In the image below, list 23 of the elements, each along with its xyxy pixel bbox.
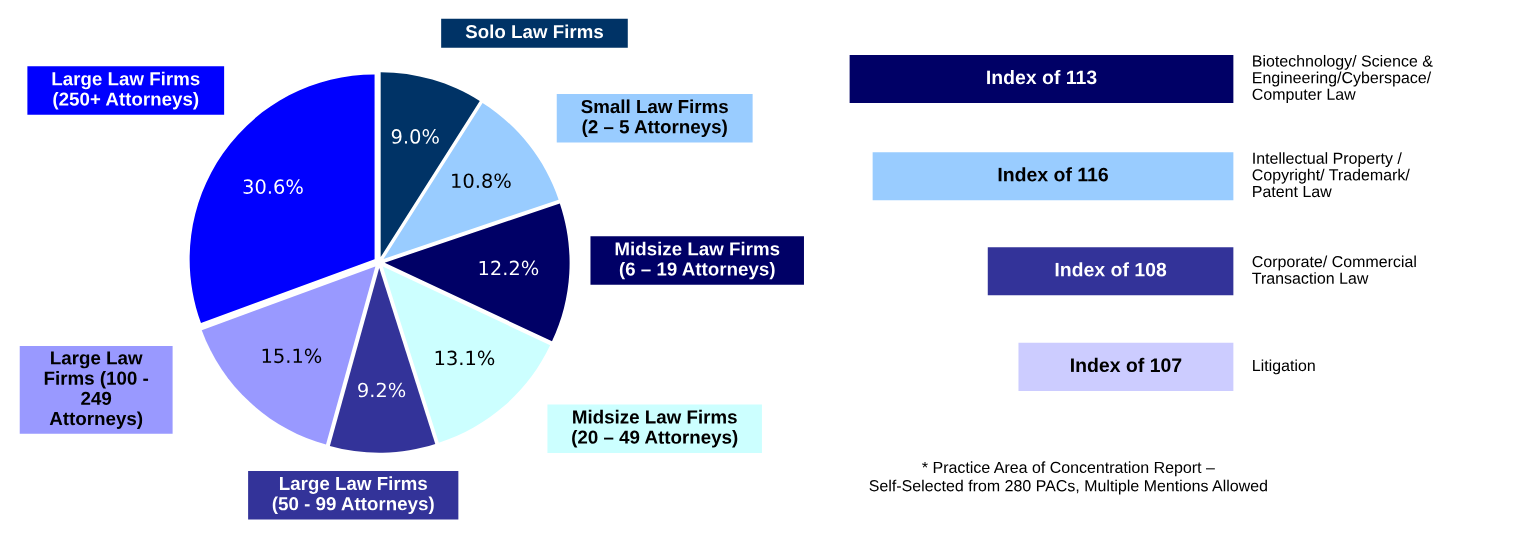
text: Intellectual Property / Copyright/ Trademark/ Patent Law <box>1252 152 1410 198</box>
slice-label: Midsize Law Firms (20 – 49 Attorneys) <box>572 409 738 448</box>
data-label: 30.6% <box>243 179 303 194</box>
category-label: Index of 108 <box>1055 262 1167 277</box>
slice-label: Large Law Firms (250+ Attorneys) <box>52 71 200 110</box>
slice-label: Small Law Firms (2 – 5 Attorneys) <box>581 99 728 138</box>
data-label: 10.8% <box>452 173 511 189</box>
data-label: 15.1% <box>262 348 322 364</box>
text: Corporate/ Commercial Transaction Law <box>1252 255 1416 284</box>
data-label: 9.0% <box>391 129 439 144</box>
slice-label: Large Law Firms (100 - 249 Attorneys) <box>44 351 149 429</box>
slice-label: Solo Law Firms <box>465 24 603 39</box>
data-label: 12.2% <box>479 260 539 276</box>
data-label: 9.2% <box>358 382 406 398</box>
category-label: Index of 113 <box>987 69 1097 85</box>
text: * Practice Area of Concentration Report – Self-Selected from 280 PACs, Multiple Mentions Allowed <box>869 461 1267 495</box>
slice-label: Large Law Firms (50 - 99 Attorneys) <box>272 476 434 515</box>
slice-label: Midsize Law Firms (6 – 19 Attorneys) <box>615 241 780 280</box>
text: Biotechnology/ Science & Engineering/Cyberspace/ Computer Law <box>1252 54 1433 104</box>
category-label: Index of 107 <box>1071 357 1182 373</box>
data-label: 13.1% <box>435 350 495 366</box>
category-label: Index of 116 <box>998 167 1108 182</box>
text: Litigation <box>1253 359 1315 375</box>
